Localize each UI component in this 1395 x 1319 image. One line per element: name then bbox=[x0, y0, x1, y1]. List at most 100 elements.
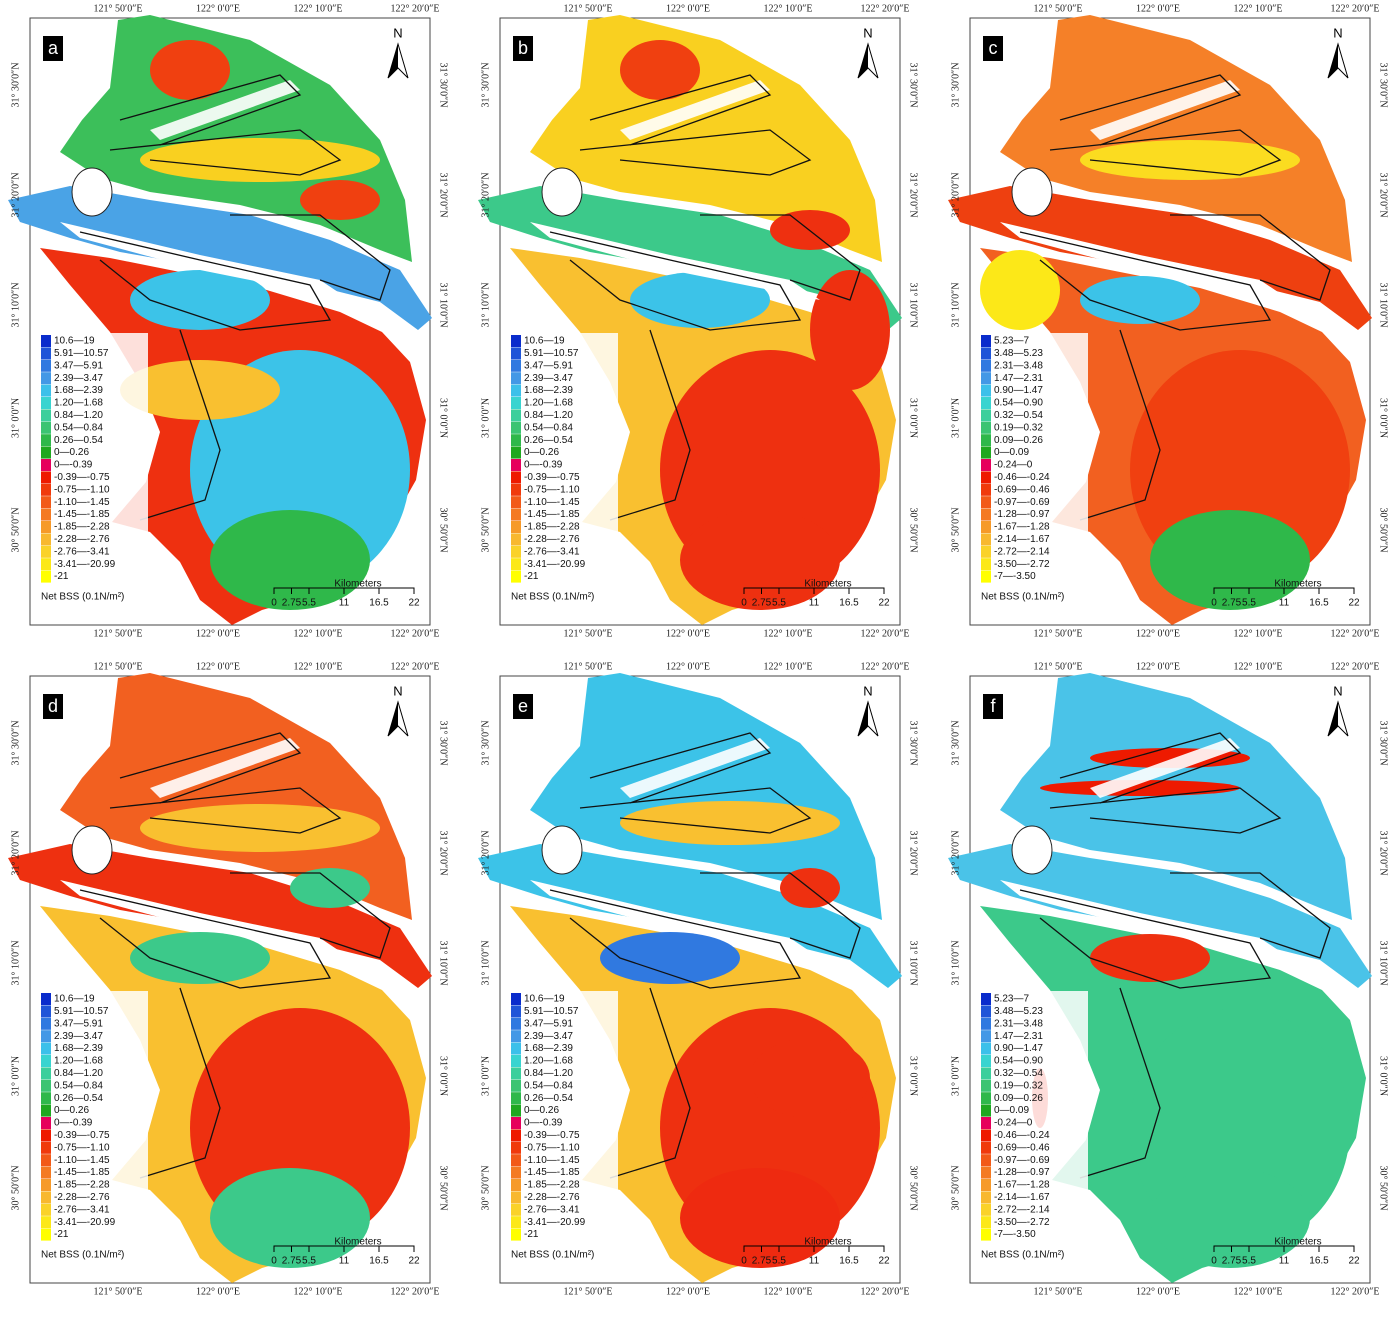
legend-swatch bbox=[511, 993, 521, 1005]
legend-item: -2.76—-3.41 bbox=[524, 546, 580, 557]
south-tip bbox=[680, 510, 840, 610]
legend-item: 3.47—5.91 bbox=[54, 360, 103, 371]
channel bbox=[150, 738, 300, 798]
legend-item: 5.91—10.57 bbox=[54, 348, 109, 359]
legend-item: -3.50—-2.72 bbox=[994, 1217, 1050, 1228]
legend-item: -3.50—-2.72 bbox=[994, 559, 1050, 570]
middle-region bbox=[948, 186, 1372, 330]
panel-label: a bbox=[48, 38, 59, 58]
legend-item: 10.6—19 bbox=[54, 994, 95, 1005]
south-tip bbox=[210, 1168, 370, 1268]
legend-swatch bbox=[41, 1129, 51, 1142]
scale-title: Kilometers bbox=[334, 579, 381, 590]
legend-swatch bbox=[511, 1203, 521, 1216]
legend-swatch bbox=[511, 409, 521, 422]
legend-item: -2.28—-2.76 bbox=[524, 534, 580, 545]
scale-label: 5.5 bbox=[302, 1256, 316, 1267]
island bbox=[1011, 167, 1053, 217]
longitude-label: 122° 20′0″E bbox=[391, 661, 440, 672]
legend-swatch bbox=[511, 1179, 521, 1191]
legend-swatch bbox=[981, 1216, 991, 1229]
legend-swatch bbox=[41, 1141, 51, 1154]
legend-item: -1.45—-1.85 bbox=[524, 509, 580, 520]
scale-label: 16.5 bbox=[369, 598, 389, 609]
longitude-label: 121° 50′0″E bbox=[564, 628, 613, 639]
panel-label: b bbox=[518, 38, 528, 58]
latitude-label: 31° 0′0″N bbox=[480, 1056, 491, 1096]
legend-item: 0—0.26 bbox=[524, 447, 559, 458]
legend-swatch bbox=[981, 421, 991, 434]
legend-item: 2.31—3.48 bbox=[994, 360, 1043, 371]
color-patch bbox=[1080, 140, 1300, 180]
scale-label: 22 bbox=[1348, 1256, 1360, 1267]
legend-swatch bbox=[981, 1104, 991, 1117]
longitude-label: 122° 10′0″E bbox=[294, 628, 343, 639]
scale-label: 2.75 bbox=[1222, 598, 1242, 609]
legend-swatch bbox=[981, 434, 991, 447]
legend-item: 0.19—0.32 bbox=[994, 1080, 1043, 1091]
outline bbox=[79, 732, 391, 1179]
legend-item: 0.09—0.26 bbox=[994, 1093, 1043, 1104]
island bbox=[71, 167, 113, 217]
legend-item: 0.26—0.54 bbox=[524, 1093, 573, 1104]
legend-item: 5.91—10.57 bbox=[524, 348, 579, 359]
legend-swatch bbox=[511, 1191, 521, 1204]
longitude-label: 121° 50′0″E bbox=[94, 628, 143, 639]
scale-title: Kilometers bbox=[1274, 1237, 1321, 1248]
legend-swatch bbox=[41, 1117, 51, 1129]
north-label: N bbox=[863, 683, 872, 698]
scale-title: Kilometers bbox=[1274, 579, 1321, 590]
legend-swatch bbox=[981, 1092, 991, 1105]
panel: c N 121° 50′0″E 121° 50′0″E 122° 0′0″E 122° 0… bbox=[948, 3, 1389, 639]
legend-swatch bbox=[511, 1055, 521, 1067]
scale-label: 22 bbox=[1348, 598, 1360, 609]
legend-item: 0—-0.39 bbox=[524, 1118, 563, 1129]
legend-swatch bbox=[981, 1055, 991, 1067]
legend-title: Net BSS (0.1N/m²) bbox=[981, 1250, 1064, 1261]
south-tip bbox=[210, 510, 370, 610]
legend-item: 5.23—7 bbox=[994, 336, 1029, 347]
legend-swatch bbox=[41, 1154, 51, 1167]
legend-bg bbox=[978, 991, 1088, 1263]
legend-swatch bbox=[511, 359, 521, 372]
latitude-label: 31° 0′0″N bbox=[438, 1056, 449, 1096]
legend-swatch bbox=[41, 434, 51, 447]
scale-label: 11 bbox=[339, 1256, 350, 1267]
scale-label: 0 bbox=[741, 1256, 747, 1267]
legend-item: -1.10—-1.45 bbox=[524, 1155, 580, 1166]
legend-item: 1.68—2.39 bbox=[54, 1043, 103, 1054]
panel-label-box bbox=[983, 694, 1003, 719]
color-patch bbox=[1040, 780, 1240, 796]
legend-item: 0.84—1.20 bbox=[524, 410, 573, 421]
scale-label: 0 bbox=[271, 598, 277, 609]
legend-title: Net BSS (0.1N/m²) bbox=[511, 1250, 594, 1261]
latitude-label: 30° 50′0″N bbox=[438, 507, 449, 552]
legend-swatch bbox=[981, 1117, 991, 1129]
longitude-label: 122° 20′0″E bbox=[861, 628, 910, 639]
panel-label-box bbox=[513, 36, 533, 61]
legend-item: 2.31—3.48 bbox=[994, 1018, 1043, 1029]
color-patch bbox=[620, 40, 700, 100]
legend-swatch bbox=[511, 1129, 521, 1142]
legend-title: Net BSS (0.1N/m²) bbox=[511, 592, 594, 603]
latitude-label: 31° 20′0″N bbox=[480, 172, 491, 217]
map bbox=[8, 673, 432, 1283]
scale-title: Kilometers bbox=[804, 1237, 851, 1248]
legend-swatch bbox=[41, 335, 51, 347]
latitude-label: 30° 50′0″N bbox=[908, 507, 919, 552]
legend-item: 0.09—0.26 bbox=[994, 435, 1043, 446]
longitude-label: 121° 50′0″E bbox=[1034, 3, 1083, 14]
longitude-label: 122° 20′0″E bbox=[861, 661, 910, 672]
legend-swatch bbox=[511, 446, 521, 459]
legend-swatch bbox=[981, 1017, 991, 1030]
legend-swatch bbox=[511, 459, 521, 471]
outline bbox=[1019, 74, 1331, 521]
longitude-label: 122° 0′0″E bbox=[666, 3, 710, 14]
latitude-label: 30° 50′0″N bbox=[10, 1165, 21, 1210]
scale-label: 22 bbox=[408, 1256, 420, 1267]
legend-swatch bbox=[981, 570, 991, 583]
scale-label: 11 bbox=[1279, 1256, 1290, 1267]
latitude-label: 31° 0′0″N bbox=[908, 1056, 919, 1096]
latitude-label: 31° 10′0″N bbox=[1378, 940, 1389, 985]
legend-item: 0.26—0.54 bbox=[54, 435, 103, 446]
